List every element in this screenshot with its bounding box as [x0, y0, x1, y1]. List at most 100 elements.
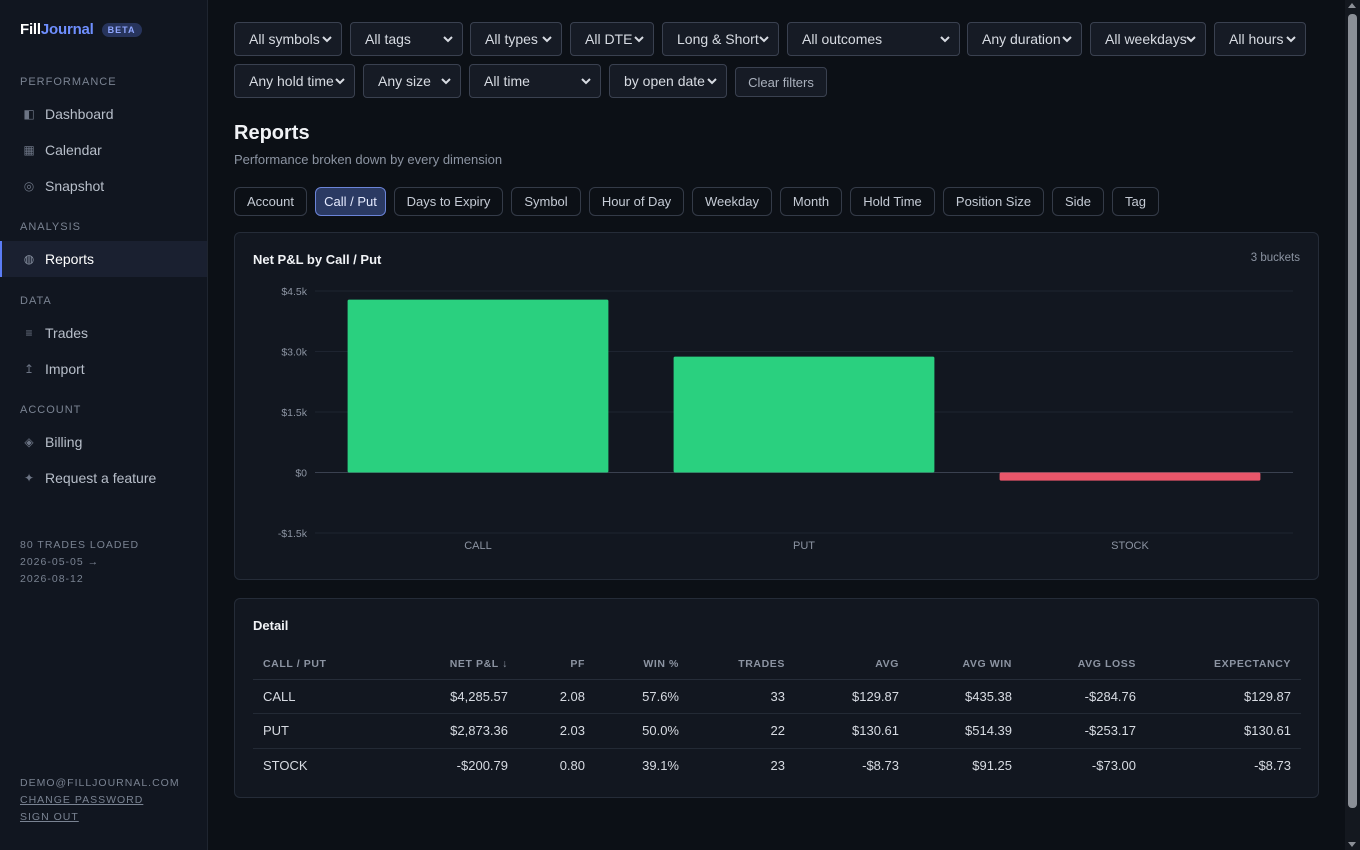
bar-stock[interactable]	[999, 472, 1261, 481]
filter-side[interactable]: Long & Short	[662, 22, 779, 56]
tab-hour-of-day[interactable]: Hour of Day	[589, 187, 684, 216]
col-header-call-put[interactable]: CALL / PUT	[253, 649, 383, 680]
sidebar: FillJournal BETA PERFORMANCE ◧ Dashboard…	[0, 0, 208, 850]
col-header-net-pnl[interactable]: NET P&L ↓	[383, 649, 518, 680]
table-row[interactable]: STOCK -$200.79 0.80 39.1% 23 -$8.73 $91.25 -$73…	[253, 748, 1301, 783]
tab-tag[interactable]: Tag	[1112, 187, 1159, 216]
reports-icon: ◍	[23, 252, 35, 266]
col-header-pf[interactable]: PF	[518, 649, 595, 680]
sidebar-item-billing[interactable]: ◈ Billing	[0, 424, 207, 460]
filter-dte[interactable]: All DTE	[570, 22, 654, 56]
chevron-down-icon	[322, 36, 332, 43]
cell-avg: $130.61	[795, 713, 909, 749]
col-header-trades[interactable]: TRADES	[689, 649, 795, 680]
chevron-down-icon	[542, 36, 552, 43]
tab-hold-time[interactable]: Hold Time	[850, 187, 935, 216]
sidebar-item-label: Calendar	[45, 142, 102, 158]
tab-days-to-expiry[interactable]: Days to Expiry	[394, 187, 503, 216]
detail-table: CALL / PUT NET P&L ↓ PF WIN % TRADES AVG…	[253, 649, 1301, 783]
y-tick-label: $4.5k	[281, 286, 307, 298]
filter-value: All time	[484, 73, 530, 89]
cell-avg-win: $91.25	[972, 758, 1012, 773]
col-header-avg[interactable]: AVG	[795, 649, 909, 680]
date-range-end: 2026-08-12	[20, 573, 84, 585]
calendar-icon: ▦	[23, 143, 35, 157]
filter-date-basis[interactable]: by open date	[609, 64, 727, 98]
table-row[interactable]: CALL $4,285.57 2.08 57.6% 33 $129.87 $435.38 -$…	[253, 679, 1301, 714]
billing-icon: ◈	[24, 435, 34, 449]
filter-outcomes[interactable]: All outcomes	[787, 22, 960, 56]
cell-call-put: CALL	[253, 679, 383, 714]
sidebar-item-request-feature[interactable]: ✦ Request a feature	[0, 460, 207, 496]
filter-hours[interactable]: All hours	[1214, 22, 1306, 56]
sidebar-item-label: Reports	[45, 251, 95, 267]
filter-size[interactable]: Any size	[363, 64, 461, 98]
sidebar-item-label: Billing	[45, 434, 83, 450]
sidebar-item-label: Trades	[45, 325, 89, 341]
tab-side[interactable]: Side	[1052, 187, 1104, 216]
x-tick-label: CALL	[464, 540, 492, 552]
sidebar-item-label: Import	[45, 361, 85, 377]
chevron-down-icon	[707, 78, 717, 85]
cell-net-pnl: $2,873.36	[383, 713, 518, 749]
tab-weekday[interactable]: Weekday	[692, 187, 772, 216]
change-password-link[interactable]: CHANGE PASSWORD	[20, 794, 144, 806]
cell-expectancy: $130.61	[1146, 713, 1301, 749]
nav-section-data: DATA	[20, 295, 52, 307]
filter-value: Long & Short	[677, 31, 759, 47]
cell-win-pct: 50.0%	[595, 713, 689, 749]
sidebar-item-label: Snapshot	[45, 178, 105, 194]
chevron-down-icon	[443, 36, 453, 43]
sidebar-item-import[interactable]: ↥ Import	[0, 351, 207, 387]
sidebar-item-calendar[interactable]: ▦ Calendar	[0, 132, 207, 168]
dashboard-icon: ◧	[23, 107, 35, 121]
cell-avg-loss: -$284.76	[1022, 679, 1146, 714]
filter-time-range[interactable]: All time	[469, 64, 601, 98]
bar-call[interactable]	[347, 299, 609, 473]
table-row[interactable]: PUT $2,873.36 2.03 50.0% 22 $130.61 $514.39 -$2…	[253, 713, 1301, 749]
sidebar-item-reports[interactable]: ◍ Reports	[0, 241, 207, 277]
chevron-down-icon	[441, 78, 451, 85]
scroll-thumb[interactable]	[1348, 14, 1357, 808]
tab-symbol[interactable]: Symbol	[511, 187, 581, 216]
tab-call-put[interactable]: Call / Put	[315, 187, 386, 216]
sidebar-item-trades[interactable]: ≡ Trades	[0, 315, 207, 351]
filter-weekdays[interactable]: All weekdays	[1090, 22, 1206, 56]
tab-month[interactable]: Month	[780, 187, 842, 216]
bar-put[interactable]	[673, 356, 935, 473]
scrollbar[interactable]	[1345, 0, 1360, 850]
col-header-win-pct[interactable]: WIN %	[595, 649, 689, 680]
filter-value: by open date	[624, 73, 705, 89]
cell-net-pnl: $4,285.57	[383, 679, 518, 714]
filter-value: All outcomes	[802, 31, 883, 47]
date-range-start: 2026-05-05 →	[20, 556, 100, 568]
filter-symbols[interactable]: All symbols	[234, 22, 342, 56]
tab-position-size[interactable]: Position Size	[943, 187, 1044, 216]
scroll-down-arrow-icon[interactable]	[1348, 842, 1356, 847]
scroll-up-arrow-icon[interactable]	[1348, 3, 1356, 8]
col-header-avg-loss[interactable]: AVG LOSS	[1022, 649, 1146, 680]
col-header-avg-win[interactable]: AVG WIN	[909, 649, 1022, 680]
clear-filters-button[interactable]: Clear filters	[735, 67, 827, 97]
cell-avg-loss: -$253.17	[1022, 713, 1146, 749]
chevron-down-icon	[581, 78, 591, 85]
tab-account[interactable]: Account	[234, 187, 307, 216]
filter-tags[interactable]: All tags	[350, 22, 463, 56]
col-header-expectancy[interactable]: EXPECTANCY	[1146, 649, 1301, 680]
sidebar-item-snapshot[interactable]: ◎ Snapshot	[0, 168, 207, 204]
sparkle-icon: ✦	[23, 471, 35, 485]
sign-out-link[interactable]: SIGN OUT	[20, 811, 79, 823]
page-title: Reports	[234, 122, 310, 144]
brand[interactable]: FillJournal BETA	[20, 21, 142, 38]
cell-win-pct: 57.6%	[595, 679, 689, 714]
filter-value: All hours	[1229, 31, 1284, 47]
filter-duration[interactable]: Any duration	[967, 22, 1082, 56]
filter-value: All types	[485, 31, 538, 47]
account-info: DEMO@FILLJOURNAL.COM CHANGE PASSWORD SIG…	[20, 775, 180, 826]
page-subtitle: Performance broken down by every dimensi…	[234, 152, 503, 167]
filter-hold-time[interactable]: Any hold time	[234, 64, 355, 98]
nav-section-account: ACCOUNT	[20, 404, 82, 416]
filter-types[interactable]: All types	[470, 22, 562, 56]
y-tick-label: -$1.5k	[278, 528, 308, 540]
sidebar-item-dashboard[interactable]: ◧ Dashboard	[0, 96, 207, 132]
